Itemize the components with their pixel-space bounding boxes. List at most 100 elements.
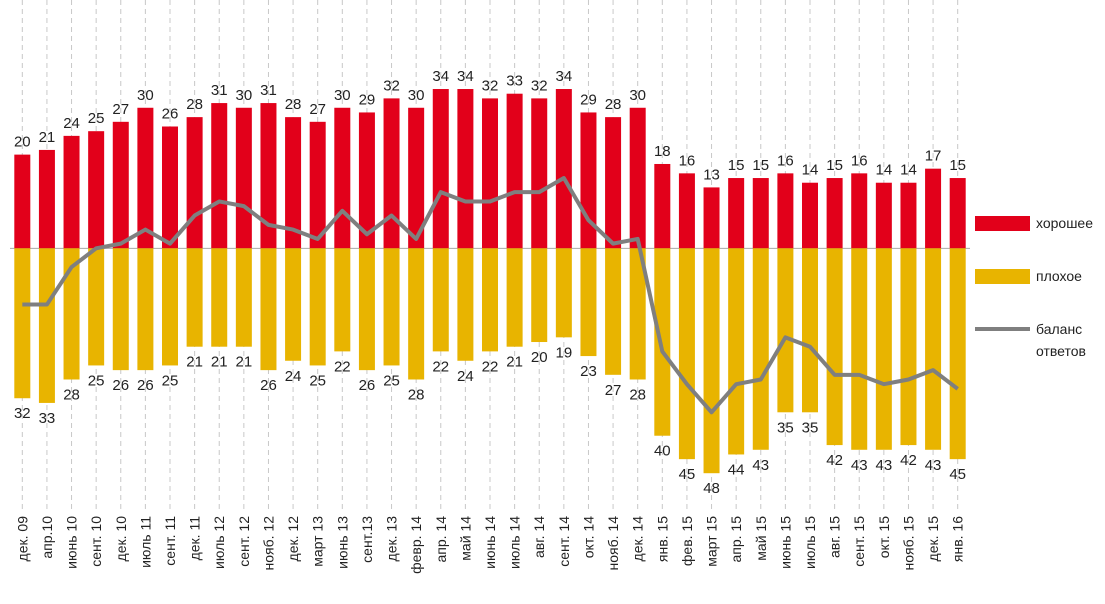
x-tick-label: июнь 15 — [777, 516, 793, 569]
value-label: 14 — [876, 162, 893, 179]
bar — [925, 248, 942, 450]
bar — [260, 103, 277, 249]
bar — [186, 248, 203, 347]
bar — [482, 98, 498, 249]
x-tick-label: июнь 13 — [334, 516, 350, 569]
bar — [112, 248, 129, 371]
x-tick-label: дек. 11 — [187, 516, 203, 561]
value-label: 29 — [359, 91, 376, 108]
value-label: 33 — [506, 73, 523, 90]
value-label: 21 — [186, 354, 203, 371]
x-tick-label: авг. 14 — [531, 516, 547, 558]
value-label: 25 — [383, 372, 400, 389]
value-label: 42 — [900, 452, 917, 469]
value-label: 25 — [88, 110, 105, 127]
chart: 20 21 24 25 27 30 26 28 31 30 31 28 27 30 29 32 30 34 34 32… — [10, 0, 970, 574]
value-label: 45 — [949, 466, 966, 483]
bar — [186, 117, 203, 249]
bar — [777, 248, 794, 413]
legend-swatch — [975, 268, 1030, 284]
bar — [358, 248, 375, 371]
value-label: 30 — [629, 87, 646, 104]
bar — [826, 248, 843, 446]
bar — [728, 178, 745, 249]
bar — [875, 248, 892, 450]
value-label: 29 — [580, 91, 597, 108]
value-label: 30 — [334, 87, 351, 104]
bar — [802, 182, 818, 249]
bar — [925, 168, 942, 249]
bar — [137, 107, 154, 249]
value-label: 28 — [285, 96, 302, 113]
bar — [531, 248, 548, 343]
value-label: 40 — [654, 443, 671, 460]
value-label: 24 — [285, 368, 302, 385]
bar — [260, 248, 277, 371]
value-label: 19 — [556, 344, 573, 361]
bar — [211, 248, 228, 347]
value-label: 30 — [408, 87, 425, 104]
bar — [457, 89, 474, 249]
x-tick-label: июнь 14 — [482, 516, 498, 569]
value-label: 34 — [432, 68, 449, 85]
bar — [900, 182, 917, 249]
value-label: 31 — [260, 82, 277, 99]
value-label: 42 — [826, 452, 843, 469]
value-label: 16 — [679, 152, 696, 169]
bar — [851, 248, 868, 450]
bar — [112, 121, 129, 249]
value-label: 34 — [556, 68, 573, 85]
bar — [285, 248, 302, 361]
value-label: 20 — [531, 349, 548, 366]
x-tick-label: окт. 14 — [580, 516, 596, 558]
bar — [63, 135, 80, 249]
value-label: 43 — [851, 457, 868, 474]
value-label: 20 — [14, 134, 31, 151]
bar — [826, 178, 843, 249]
legend-label: плохое — [1036, 268, 1082, 284]
legend-item: хорошее — [975, 212, 1105, 234]
bar — [506, 93, 523, 249]
value-label: 26 — [359, 377, 376, 394]
value-label: 22 — [432, 358, 449, 375]
x-tick-label: янв. 15 — [654, 516, 670, 562]
value-label: 13 — [703, 166, 720, 183]
bar — [432, 248, 449, 352]
bar — [358, 112, 375, 249]
bar — [309, 121, 326, 249]
bar — [531, 98, 548, 249]
bar — [383, 98, 400, 249]
bar — [137, 248, 154, 371]
bar — [408, 107, 425, 249]
value-label: 33 — [39, 410, 56, 427]
x-tick-label: нояб. 15 — [900, 516, 916, 571]
bar — [629, 248, 646, 380]
x-tick-label: июль 14 — [507, 516, 523, 569]
value-label: 22 — [334, 358, 351, 375]
legend-item: плохое — [975, 265, 1105, 287]
bar — [703, 248, 720, 474]
value-label: 21 — [236, 354, 253, 371]
x-tick-label: сент. 10 — [88, 516, 104, 567]
value-label: 31 — [211, 82, 228, 99]
value-label: 28 — [408, 387, 425, 404]
value-label: 18 — [654, 143, 671, 160]
bar — [235, 248, 252, 347]
legend-label: баланс ответов — [1036, 321, 1086, 359]
x-tick-label: дек. 12 — [285, 516, 301, 562]
value-label: 23 — [580, 363, 597, 380]
bar — [162, 248, 178, 366]
value-label: 27 — [605, 382, 622, 399]
bar — [678, 248, 695, 460]
legend-label: хорошее — [1036, 215, 1094, 231]
value-label: 32 — [383, 77, 400, 94]
x-tick-label: дек. 10 — [113, 516, 129, 562]
x-tick-label: дек. 09 — [14, 516, 30, 562]
value-label: 28 — [186, 96, 203, 113]
bar — [703, 187, 720, 249]
bar — [38, 248, 55, 403]
value-label: 45 — [679, 466, 696, 483]
bar — [949, 248, 966, 460]
value-label: 43 — [876, 457, 893, 474]
